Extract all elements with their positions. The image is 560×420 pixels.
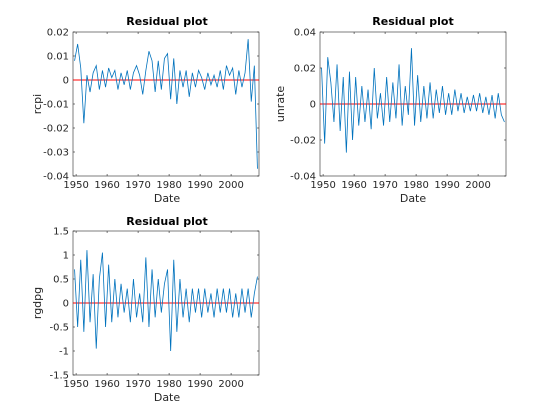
x-tick-label: 1960 [94, 379, 119, 390]
x-tick-label: 1980 [156, 180, 181, 191]
y-axis-label: rcpi [31, 94, 44, 114]
x-tick-label: 1970 [125, 180, 150, 191]
plot-area [72, 31, 260, 177]
axis-ticks: 1950 1960 1970 1980 1990 2000 -0.04 -0.03 -0.02 -… [43, 28, 259, 191]
x-tick-label: 1990 [187, 379, 212, 390]
y-tick-label: -1.5 [49, 371, 69, 382]
x-tick-label: 1970 [372, 180, 397, 191]
y-tick-label: -0.01 [43, 100, 69, 111]
y-tick-label: 0 [63, 299, 69, 310]
x-tick-label: 1950 [63, 379, 88, 390]
x-tick-label: 1990 [434, 180, 459, 191]
panel-title: Residual plot [126, 15, 207, 28]
x-tick-label: 1960 [341, 180, 366, 191]
x-tick-label: 1990 [187, 180, 212, 191]
y-tick-label: -0.02 [290, 136, 316, 147]
y-tick-label: -1 [59, 347, 69, 358]
y-tick-label: 0.5 [53, 275, 69, 286]
panel-title: Residual plot [372, 15, 453, 28]
y-axis-label: unrate [274, 86, 287, 123]
x-axis-label: Date [154, 391, 181, 404]
y-axis-label: rgdpg [31, 287, 44, 319]
x-tick-label: 2000 [465, 180, 490, 191]
x-tick-label: 1960 [94, 180, 119, 191]
y-tick-label: -0.03 [43, 148, 69, 159]
y-tick-label: 0.04 [294, 28, 316, 39]
y-tick-label: 0 [63, 76, 69, 87]
x-tick-label: 1980 [403, 180, 428, 191]
panel-title: Residual plot [126, 215, 207, 228]
y-tick-label: -0.5 [49, 323, 69, 334]
y-tick-label: -0.04 [43, 172, 69, 183]
y-tick-label: 0 [310, 100, 316, 111]
rcpi-residual-panel: Residual plot 1950 1960 1970 1980 1990 2000 -0… [31, 15, 260, 205]
residual-series-line [74, 250, 258, 352]
y-tick-label: 0.01 [47, 52, 69, 63]
residual-series-line [74, 39, 258, 169]
y-tick-label: -0.04 [290, 172, 316, 183]
x-axis-label: Date [154, 192, 181, 205]
x-axis-label: Date [400, 192, 427, 205]
y-tick-label: 0.02 [47, 28, 69, 39]
y-tick-label: 1 [63, 251, 69, 262]
x-tick-label: 2000 [218, 180, 243, 191]
x-tick-label: 1950 [63, 180, 88, 191]
x-tick-label: 1950 [310, 180, 335, 191]
x-tick-label: 2000 [218, 379, 243, 390]
x-tick-label: 1980 [156, 379, 181, 390]
residual-series-line [321, 48, 505, 153]
x-tick-label: 1970 [125, 379, 150, 390]
y-tick-label: 1.5 [53, 227, 69, 238]
rgdpg-residual-panel: Residual plot 1950 1960 1970 1980 1990 2000 -1… [31, 215, 260, 404]
unrate-residual-panel: Residual plot 1950 1960 1970 1980 1990 2000 -0… [274, 15, 507, 205]
axis-ticks: 1950 1960 1970 1980 1990 2000 -1.5 -1 -0.5 0 0.5 1 1… [49, 227, 259, 390]
axis-ticks: 1950 1960 1970 1980 1990 2000 -0.04 -0.02 0 0.02 0… [290, 28, 506, 191]
y-tick-label: -0.02 [43, 124, 69, 135]
y-tick-label: 0.02 [294, 64, 316, 75]
